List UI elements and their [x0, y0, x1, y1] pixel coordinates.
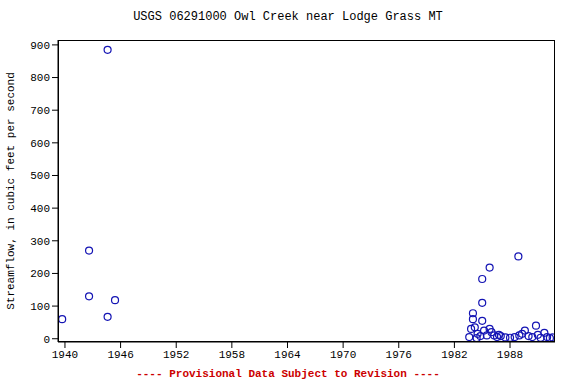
- svg-text:1958: 1958: [219, 349, 245, 361]
- svg-text:300: 300: [30, 236, 50, 248]
- svg-text:1988: 1988: [497, 349, 523, 361]
- svg-text:200: 200: [30, 268, 50, 280]
- svg-text:1940: 1940: [52, 349, 78, 361]
- svg-text:1982: 1982: [441, 349, 467, 361]
- svg-text:400: 400: [30, 203, 50, 215]
- svg-text:1964: 1964: [274, 349, 301, 361]
- svg-text:1946: 1946: [107, 349, 133, 361]
- svg-text:1970: 1970: [330, 349, 356, 361]
- svg-text:900: 900: [30, 40, 50, 52]
- svg-text:600: 600: [30, 138, 50, 150]
- html-text:---- Provisional Data Subject: ---- Provisional Data Subject to Revisio…: [136, 368, 440, 380]
- svg-text:1976: 1976: [386, 349, 412, 361]
- html-text:USGS 06291000 Owl Creek near L: USGS 06291000 Owl Creek near Lodge Grass…: [133, 10, 443, 24]
- svg-text:100: 100: [30, 301, 50, 313]
- svg-text:500: 500: [30, 170, 50, 182]
- html-text:Streamflow, in cubic feet per: Streamflow, in cubic feet per second: [5, 72, 17, 310]
- svg-text:1952: 1952: [163, 349, 189, 361]
- svg-text:0: 0: [43, 334, 50, 346]
- svg-text:700: 700: [30, 105, 50, 117]
- svg-text:800: 800: [30, 72, 50, 84]
